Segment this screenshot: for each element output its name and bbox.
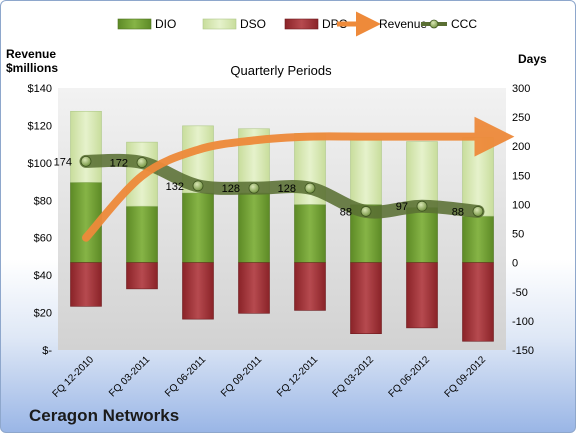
left-tick-label: $80 [34,195,52,207]
right-axis-title: Days [518,52,547,66]
ccc-data-label: 128 [222,183,240,195]
x-tick-label: FQ 03-2012 [331,354,377,400]
dpo-bar [126,262,158,290]
left-tick-label: $- [42,345,52,357]
legend-label-dio: DIO [155,17,176,31]
right-tick-label: -100 [512,316,534,328]
ccc-point [360,206,372,217]
ccc-data-label: 172 [110,158,128,170]
ccc-point [192,180,204,192]
x-tick-label: FQ 09-2012 [443,354,489,400]
right-tick-label: 150 [512,170,530,182]
legend-swatch-dio [117,18,152,30]
ccc-data-label: 97 [396,201,408,213]
dio-bar [182,192,214,263]
right-tick-label: 50 [512,229,524,241]
right-tick-label: 200 [512,141,530,153]
dpo-bar [294,262,326,311]
x-axis: FQ 12-2010 FQ 03-2011 FQ 06-2011 FQ 09-2011… [51,354,489,400]
ccc-data-label: 174 [54,156,72,168]
ccc-data-label: 132 [166,181,184,193]
right-tick-label: 250 [512,112,530,124]
legend-marker-ccc [429,19,439,29]
x-tick-label: FQ 12-2011 [275,354,320,399]
dio-bar [126,205,158,263]
dpo-bar [238,262,270,314]
ccc-point [472,206,484,217]
dpo-bar [462,262,494,342]
legend-label-ccc: CCC [451,17,477,31]
x-tick-label: FQ 03-2011 [107,354,152,399]
left-tick-label: $60 [34,233,52,245]
x-tick-label: FQ 06-2011 [163,354,208,399]
x-tick-label: FQ 12-2010 [51,354,97,400]
dpo-bar [70,262,102,307]
right-tick-label: 100 [512,199,530,211]
dio-bar [238,192,270,263]
legend-swatch-dso [202,18,237,30]
legend: DIO DSO DPO Revenue CCC [117,11,477,37]
x-tick-label: FQ 09-2011 [219,354,264,399]
legend-label-dpo: DPO [322,17,348,31]
x-tick-label: FQ 06-2012 [387,354,433,400]
left-axis-title-line-2: $millions [6,61,58,75]
plot-area [58,88,506,350]
left-tick-label: $40 [34,270,52,282]
legend-label-dso: DSO [240,17,266,31]
right-tick-label: 0 [512,258,518,270]
left-axis-title-line-1: Revenue [6,47,56,61]
left-tick-label: $140 [28,83,52,95]
legend-swatch-dpo [284,18,319,30]
ccc-data-label: 128 [278,183,296,195]
dio-bar [406,207,438,263]
right-tick-label: 300 [512,83,530,95]
left-axis-title: Revenue $millions [6,47,59,75]
left-axis: $- $20 $40 $60 $80 $100 $120 $140 [28,83,53,357]
right-axis: -150 -100 -50 0 50 100 150 200 250 300 [512,83,534,357]
left-tick-label: $120 [28,120,52,132]
chart-title: Quarterly Periods [230,63,332,78]
revenue-series [82,116,515,242]
dio-bar [294,204,326,263]
ccc-series: 174 172 132 128 128 88 97 88 [54,153,485,219]
dso-bar [70,110,102,183]
ccc-point [80,155,92,167]
dio-bar [462,215,494,263]
revenue-line [82,116,515,242]
dso-bar [350,138,382,205]
ccc-point [416,200,428,212]
ccc-point [304,182,316,194]
dpo-bar [182,262,214,320]
left-tick-label: $100 [28,158,52,170]
dpo-bar [406,262,438,329]
company-name: Ceragon Networks [29,406,179,425]
left-tick-label: $20 [34,308,52,320]
bars [70,110,494,342]
right-tick-label: -50 [512,287,528,299]
right-tick-label: -150 [512,345,534,357]
ccc-point [136,157,148,168]
ccc-data-label: 88 [452,206,464,218]
legend-label-revenue: Revenue [379,17,427,31]
dpo-bar [350,262,382,334]
ccc-data-label: 88 [340,206,352,218]
ccc-point [248,182,260,194]
dso-bar [406,141,438,208]
